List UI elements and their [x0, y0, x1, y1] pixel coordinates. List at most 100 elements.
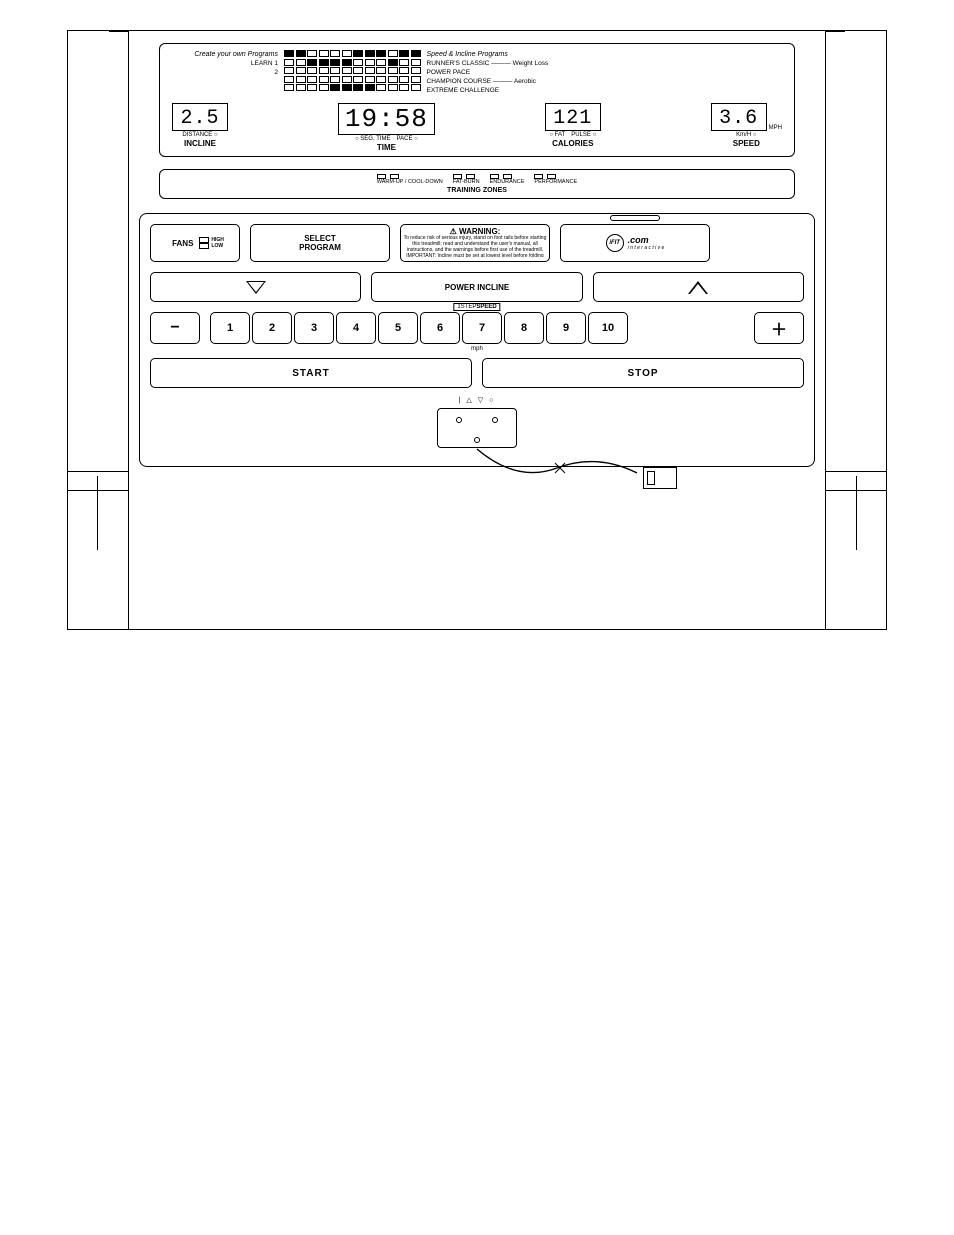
- warning-label: ⚠ WARNING: To reduce risk of serious inj…: [400, 224, 550, 262]
- plus-icon: ＋: [771, 316, 787, 340]
- matrix-cell: [319, 50, 329, 57]
- matrix-cell: [284, 76, 294, 83]
- matrix-cell: [388, 50, 398, 57]
- programs-left-line: 2: [168, 68, 278, 77]
- readout-calories: 121○ FATPULSE ○CALORIES: [545, 103, 601, 152]
- ifit-button[interactable]: iFIT .com i n t e r a c t i v e: [560, 224, 710, 262]
- readout-incline: 2.5DISTANCE ○INCLINE: [172, 103, 228, 152]
- matrix-cell: [376, 76, 386, 83]
- matrix-cell: [330, 59, 340, 66]
- matrix-cell: [365, 50, 375, 57]
- fans-label: FANS: [172, 239, 193, 248]
- fans-options: HIGH LOW: [199, 237, 224, 249]
- matrix-cell: [330, 50, 340, 57]
- safety-key-clip: [643, 467, 677, 489]
- matrix-cell: [319, 67, 329, 74]
- programs-right-header: Speed & Incline Programs: [427, 50, 577, 59]
- matrix-cell: [296, 59, 306, 66]
- matrix-cell: [399, 76, 409, 83]
- matrix-cell: [284, 67, 294, 74]
- matrix-cell: [399, 59, 409, 66]
- matrix-cell: [399, 50, 409, 57]
- speed-3-button[interactable]: 3: [294, 312, 334, 344]
- triangle-up-icon: [688, 281, 708, 294]
- matrix-cell: [330, 84, 340, 91]
- stop-button[interactable]: STOP: [482, 358, 804, 388]
- matrix-cell: [388, 76, 398, 83]
- speed-8-button[interactable]: 8: [504, 312, 544, 344]
- speed-9-button[interactable]: 9: [546, 312, 586, 344]
- incline-down-button[interactable]: [150, 272, 361, 302]
- programs-right-line: RUNNER'S CLASSIC ——— Weight Loss: [427, 59, 577, 68]
- speed-2-button[interactable]: 2: [252, 312, 292, 344]
- safety-key-lanyard: [477, 447, 657, 487]
- matrix-cell: [284, 50, 294, 57]
- matrix-cell: [307, 84, 317, 91]
- matrix-cell: [399, 67, 409, 74]
- zone-group: FAT-BURN: [453, 174, 480, 185]
- minus-icon: −: [170, 319, 179, 337]
- speed-4-button[interactable]: 4: [336, 312, 376, 344]
- programs-left: Create your own Programs LEARN 12: [168, 50, 278, 77]
- matrix-cell: [307, 59, 317, 66]
- matrix-cell: [330, 67, 340, 74]
- matrix-cell: [342, 84, 352, 91]
- ifit-logo-icon: iFIT: [606, 234, 624, 252]
- zone-group: WARM-UP / COOL-DOWN: [377, 174, 443, 185]
- power-incline-label: POWER INCLINE: [371, 272, 582, 302]
- speed-10-button[interactable]: 10: [588, 312, 628, 344]
- manual-figure-frame: Create your own Programs LEARN 12 Speed …: [67, 30, 887, 630]
- matrix-cell: [353, 84, 363, 91]
- matrix-cell: [365, 67, 375, 74]
- matrix-cell: [296, 67, 306, 74]
- speed-7-button[interactable]: 7: [462, 312, 502, 344]
- matrix-cell: [399, 84, 409, 91]
- program-matrix: [284, 50, 421, 91]
- matrix-cell: [411, 76, 421, 83]
- speed-plus-button[interactable]: ＋: [754, 312, 804, 344]
- safety-key-slot[interactable]: [437, 408, 517, 448]
- speed-5-button[interactable]: 5: [378, 312, 418, 344]
- speed-6-button[interactable]: 6: [420, 312, 460, 344]
- fans-low: LOW: [199, 243, 224, 249]
- matrix-cell: [307, 67, 317, 74]
- incline-up-button[interactable]: [593, 272, 804, 302]
- matrix-cell: [353, 67, 363, 74]
- training-zones-label: TRAINING ZONES: [170, 187, 784, 194]
- matrix-cell: [411, 67, 421, 74]
- programs-right-line: POWER PACE: [427, 68, 577, 77]
- matrix-cell: [296, 76, 306, 83]
- speed-1-button[interactable]: 1: [210, 312, 250, 344]
- matrix-cell: [376, 84, 386, 91]
- speed-minus-button[interactable]: −: [150, 312, 200, 344]
- treadmill-console: Create your own Programs LEARN 12 Speed …: [128, 31, 826, 629]
- matrix-cell: [411, 50, 421, 57]
- readout-time: 19:58○ SEG. TIMEPACE ○TIME: [338, 103, 435, 152]
- matrix-cell: [376, 50, 386, 57]
- fans-button[interactable]: FANS HIGH LOW: [150, 224, 240, 262]
- matrix-cell: [307, 76, 317, 83]
- start-button[interactable]: START: [150, 358, 472, 388]
- matrix-cell: [388, 59, 398, 66]
- matrix-cell: [284, 84, 294, 91]
- training-zones-panel: WARM-UP / COOL-DOWNFAT-BURNENDURANCEPERF…: [159, 169, 795, 199]
- matrix-cell: [376, 67, 386, 74]
- ifit-indicator: [610, 215, 660, 221]
- readout-value: 3.6: [711, 103, 767, 131]
- matrix-cell: [365, 76, 375, 83]
- matrix-cell: [330, 76, 340, 83]
- matrix-cell: [307, 50, 317, 57]
- matrix-cell: [319, 84, 329, 91]
- matrix-cell: [411, 84, 421, 91]
- warning-body: To reduce risk of serious injury, stand …: [403, 235, 547, 257]
- programs-right-line: EXTREME CHALLENGE: [427, 86, 577, 95]
- matrix-cell: [411, 59, 421, 66]
- matrix-cell: [296, 50, 306, 57]
- matrix-cell: [342, 76, 352, 83]
- matrix-cell: [296, 84, 306, 91]
- led-readouts: 2.5DISTANCE ○INCLINE 19:58○ SEG. TIMEPACE…: [168, 103, 786, 152]
- programs-left-header: Create your own Programs: [168, 50, 278, 59]
- readout-value: 19:58: [338, 103, 435, 135]
- display-panel: Create your own Programs LEARN 12 Speed …: [159, 43, 795, 157]
- select-program-button[interactable]: SELECT PROGRAM: [250, 224, 390, 262]
